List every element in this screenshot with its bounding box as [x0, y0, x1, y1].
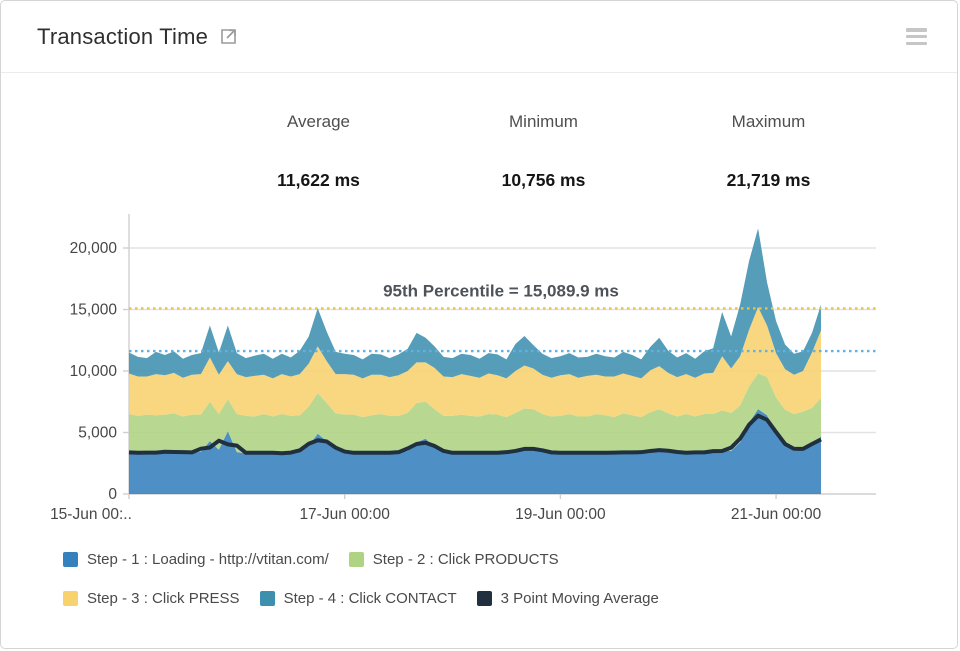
stat-maximum: Maximum 21,719 ms	[656, 111, 881, 191]
chart-legend: Step - 1 : Loading - http://vtitan.com/S…	[63, 551, 957, 607]
legend-label: Step - 2 : Click PRODUCTS	[372, 551, 559, 568]
x-axis-label: 21-Jun 00:00	[731, 506, 822, 523]
legend-swatch-icon	[348, 552, 364, 567]
stat-maximum-label: Maximum	[731, 112, 806, 131]
legend-item[interactable]: Step - 2 : Click PRODUCTS	[348, 551, 559, 568]
stat-average: Average 11,622 ms	[206, 111, 431, 191]
summary-stats: Average 11,622 ms Minimum 10,756 ms Maxi…	[1, 111, 957, 191]
x-axis-label: 17-Jun 00:00	[299, 506, 390, 523]
widget-header: Transaction Time	[1, 1, 957, 73]
legend-row: Step - 1 : Loading - http://vtitan.com/S…	[63, 551, 957, 568]
hamburger-menu-icon[interactable]	[906, 28, 927, 45]
area-step-3	[129, 307, 821, 418]
legend-item[interactable]: Step - 4 : Click CONTACT	[259, 590, 457, 607]
y-axis-label: 15,000	[70, 302, 118, 319]
legend-item[interactable]: Step - 1 : Loading - http://vtitan.com/	[63, 551, 329, 568]
legend-label: 3 Point Moving Average	[500, 590, 659, 607]
x-axis-label: 15-Jun 00:..	[50, 506, 132, 523]
legend-label: Step - 4 : Click CONTACT	[283, 590, 457, 607]
area-step-1	[129, 409, 821, 494]
external-link-icon[interactable]	[220, 28, 237, 45]
stat-minimum-label: Minimum	[509, 112, 578, 131]
y-axis-label: 0	[108, 486, 117, 503]
stat-maximum-value: 21,719 ms	[726, 170, 811, 190]
stat-average-value: 11,622 ms	[277, 170, 360, 190]
legend-swatch-icon	[63, 591, 78, 606]
percentile-annotation: 95th Percentile = 15,089.9 ms	[383, 281, 619, 300]
moving-average-line	[128, 413, 822, 456]
area-step-2	[129, 373, 821, 454]
x-axis-label: 19-Jun 00:00	[515, 506, 606, 523]
y-axis-label: 10,000	[70, 363, 118, 380]
y-axis-label: 5,000	[78, 425, 117, 442]
legend-label: Step - 3 : Click PRESS	[87, 590, 240, 607]
stat-minimum: Minimum 10,756 ms	[431, 111, 656, 191]
legend-swatch-icon	[476, 591, 492, 606]
legend-swatch-icon	[259, 591, 275, 606]
y-axis-label: 20,000	[70, 240, 118, 257]
stat-minimum-value: 10,756 ms	[501, 170, 586, 190]
legend-swatch-icon	[63, 552, 78, 567]
transaction-time-chart[interactable]: 95th Percentile = 15,089.9 ms 0 5,000 10,00…	[1, 209, 958, 531]
legend-row: Step - 3 : Click PRESS Step - 4 : Click C…	[63, 590, 957, 607]
legend-item[interactable]: 3 Point Moving Average	[476, 590, 659, 607]
legend-label: Step - 1 : Loading - http://vtitan.com/	[87, 551, 329, 568]
page-title: Transaction Time	[37, 23, 209, 49]
stat-average-label: Average	[286, 112, 350, 131]
area-step-4	[129, 228, 821, 379]
legend-item[interactable]: Step - 3 : Click PRESS	[63, 590, 240, 607]
